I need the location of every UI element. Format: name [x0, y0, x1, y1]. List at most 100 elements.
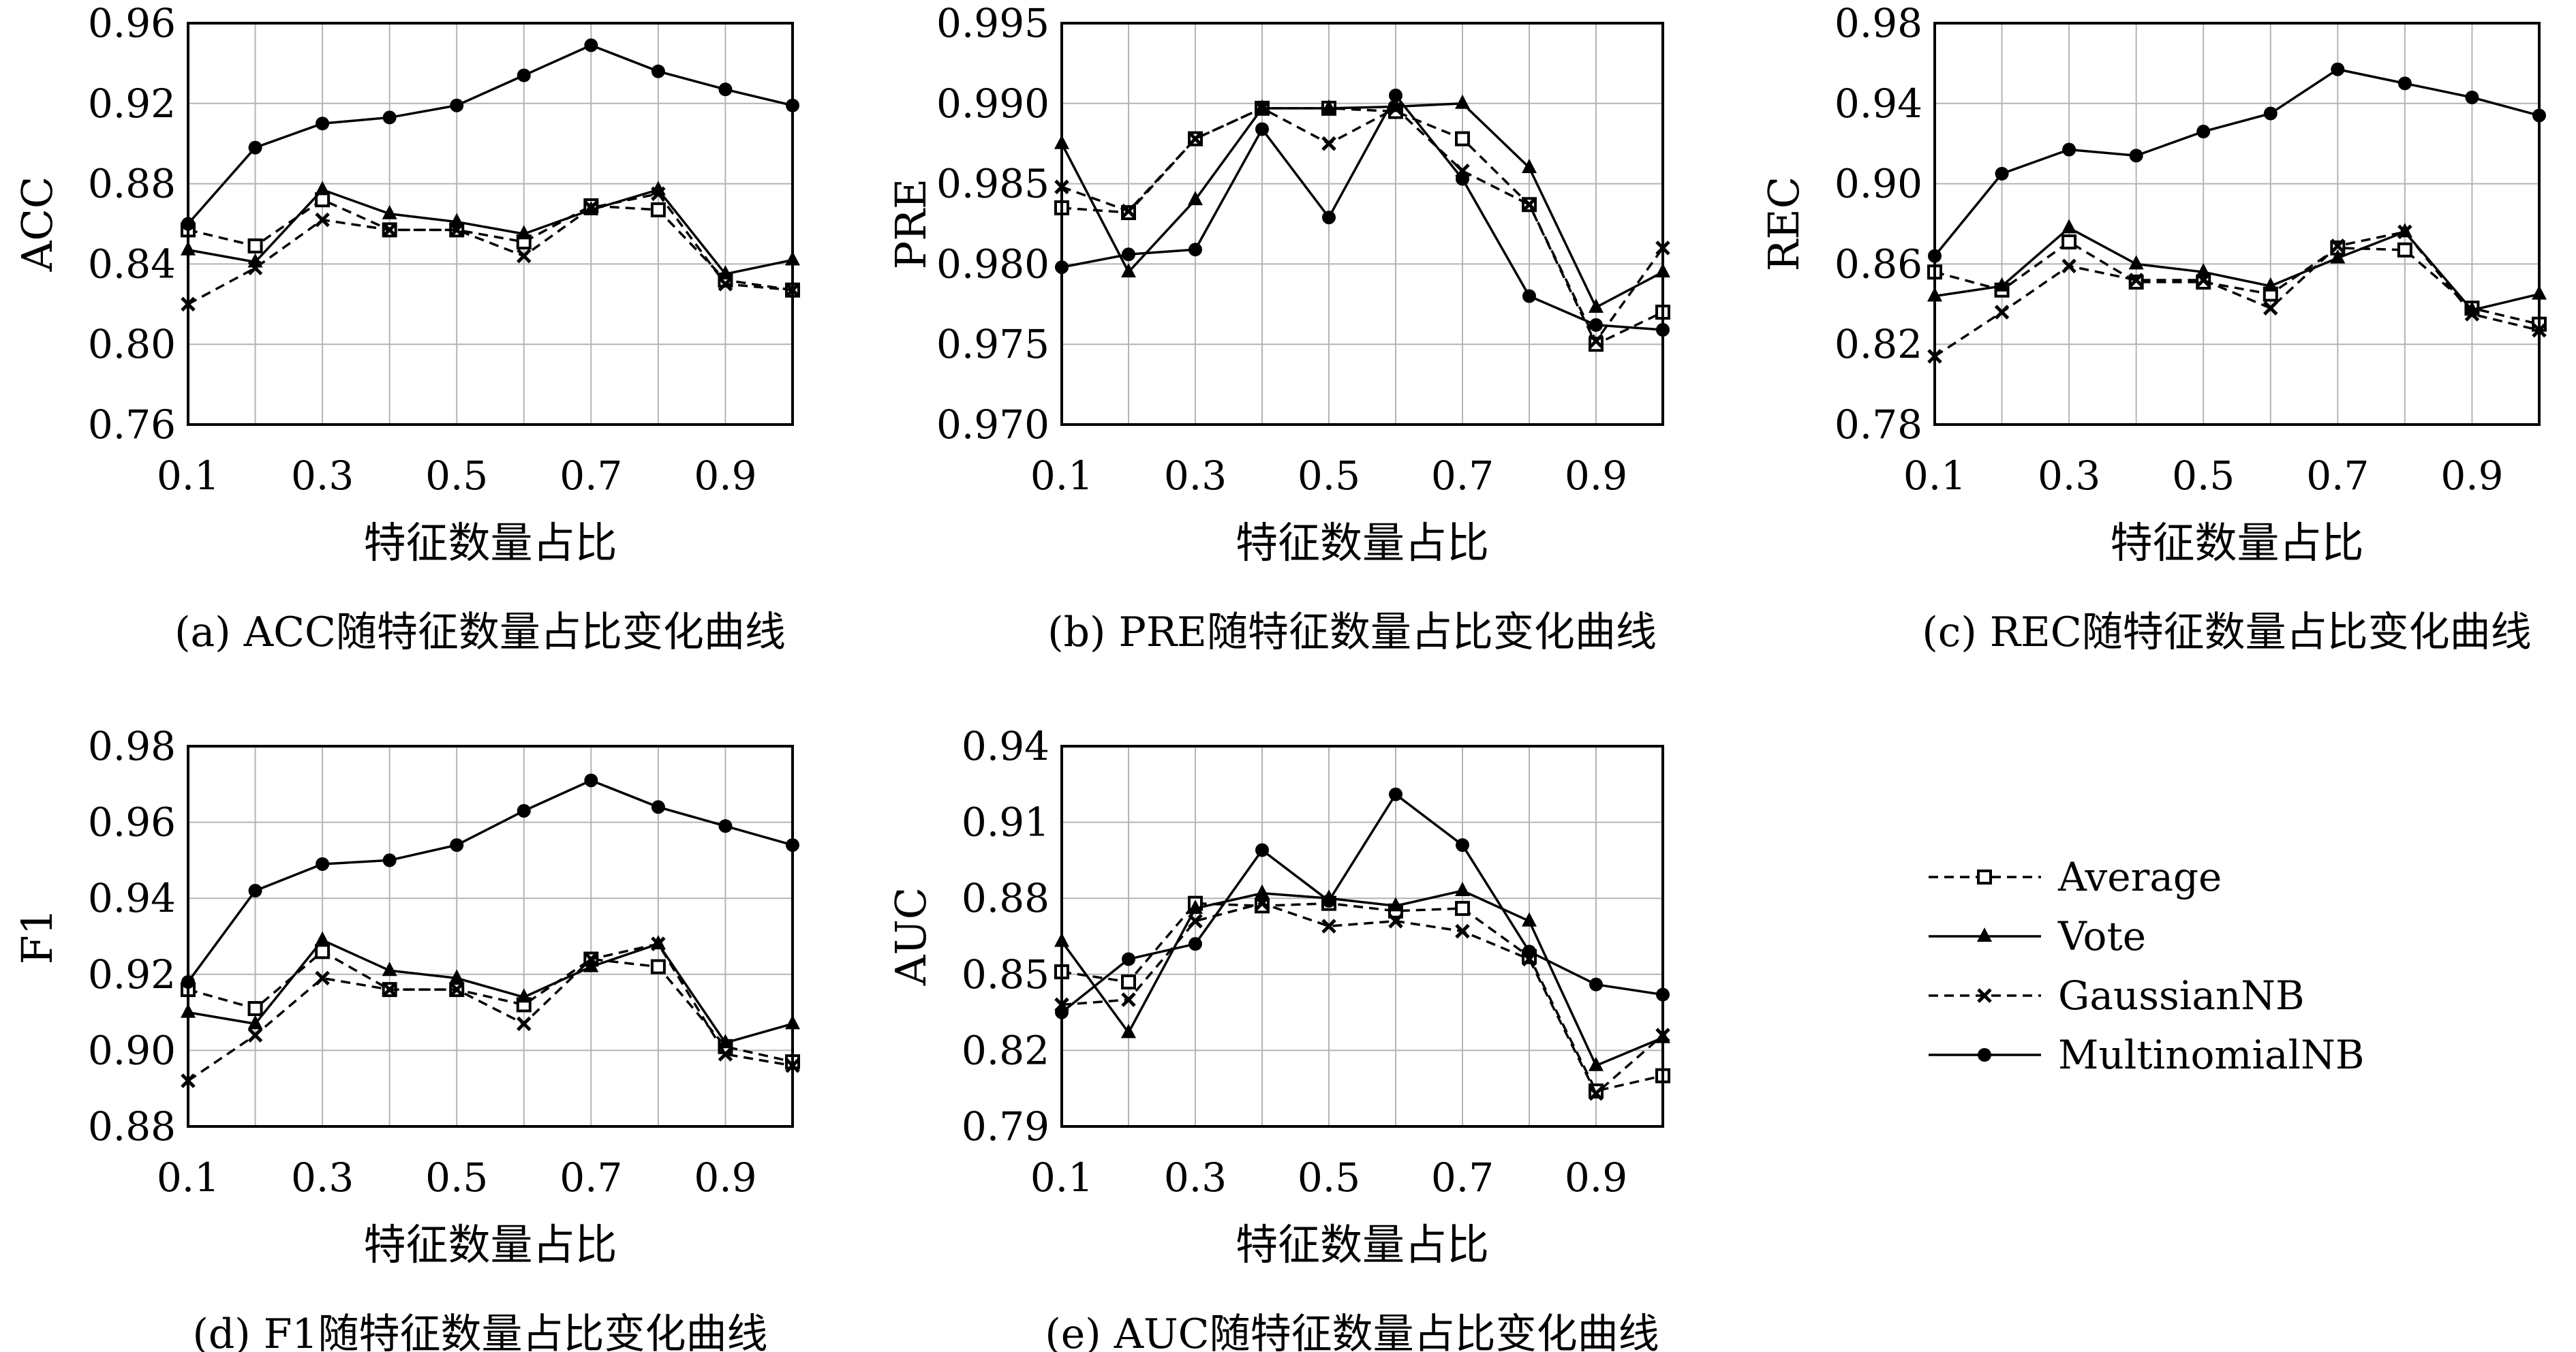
y-tick-label: 0.84: [88, 241, 176, 287]
data-point-gnb: [1188, 913, 1203, 929]
series-line-mnb: [1061, 93, 1663, 331]
data-point-vote: [516, 225, 532, 240]
x-tick-label: 0.5: [1298, 452, 1360, 499]
y-tick-label: 0.82: [1835, 321, 1922, 367]
y-tick-label: 0.94: [962, 723, 1049, 769]
x-axis-title: 特征数量占比: [1236, 518, 1489, 568]
data-point-vote: [1188, 191, 1203, 206]
data-point-gnb: [583, 951, 599, 967]
data-point-gnb: [1455, 923, 1470, 939]
x-tick-label: 0.9: [694, 1154, 756, 1201]
data-point-gnb: [1321, 136, 1336, 151]
series-line-mnb: [187, 44, 793, 225]
legend-marker: [1978, 1048, 1991, 1062]
y-tick-label: 0.88: [88, 1103, 176, 1150]
data-point-gnb: [2263, 301, 2278, 316]
legend-item-gnb: GaussianNB: [1929, 972, 2305, 1019]
y-tick-label: 0.94: [1835, 80, 1922, 127]
data-point-gnb: [315, 970, 330, 986]
chart-panel-2: 0.78 0.82 0.86 0.90 0.94 0.98 0.1 0.3 0.5 0.7 0.9 特…: [1759, 0, 2547, 656]
data-point-avg: [1121, 974, 1136, 989]
series-line-avg: [1061, 107, 1663, 346]
x-tick-label: 0.3: [1164, 452, 1227, 499]
y-tick-label: 0.94: [88, 875, 176, 921]
data-point-gnb: [2128, 273, 2144, 288]
legend-marker: [1977, 927, 1992, 942]
series-line-vote: [187, 938, 793, 1045]
series-line-vote: [1060, 889, 1663, 1067]
data-point-vote: [1589, 298, 1604, 313]
data-point-mnb: [517, 803, 531, 818]
data-point-mnb: [1322, 211, 1336, 225]
data-point-mnb: [1522, 944, 1536, 959]
data-point-gnb: [583, 200, 599, 215]
y-tick-label: 0.85: [962, 951, 1049, 998]
data-point-mnb: [584, 38, 598, 52]
data-point-gnb: [1388, 913, 1403, 929]
series-line-gnb: [1934, 230, 2540, 358]
data-point-gnb: [1994, 305, 2010, 320]
series-line-gnb: [1061, 902, 1664, 1096]
plot-frame: [1060, 745, 1664, 1128]
y-axis-title: PRE: [886, 179, 936, 270]
series-line-avg: [187, 198, 793, 292]
data-point-gnb: [1589, 1086, 1604, 1101]
data-point-gnb: [1589, 333, 1604, 349]
data-point-mnb: [2331, 62, 2345, 76]
series-line-gnb: [1061, 106, 1664, 343]
data-point-gnb: [517, 1016, 532, 1032]
data-point-gnb: [1255, 895, 1270, 911]
data-point-mnb: [517, 68, 531, 82]
data-point-gnb: [315, 212, 330, 228]
panel-caption: (a) ACC随特征数量占比变化曲线: [174, 609, 786, 656]
legend-label: Average: [2057, 854, 2222, 900]
data-point-vote: [1455, 882, 1470, 897]
y-tick-label: 0.96: [88, 0, 176, 46]
x-tick-label: 0.7: [559, 452, 622, 499]
x-axis-title: 特征数量占比: [363, 1220, 617, 1270]
y-tick-label: 0.980: [936, 241, 1049, 287]
legend-label: GaussianNB: [2058, 972, 2305, 1019]
series-line-avg: [1934, 240, 2540, 326]
data-point-gnb: [1321, 919, 1336, 934]
data-point-gnb: [449, 982, 464, 997]
data-point-avg: [247, 238, 263, 253]
data-point-vote: [1522, 912, 1537, 927]
x-tick-label: 0.7: [2306, 452, 2369, 499]
x-tick-label: 0.1: [157, 1154, 219, 1201]
series-line-vote: [187, 188, 793, 276]
data-point-vote: [2263, 277, 2278, 292]
y-axis-title: REC: [1759, 176, 1809, 271]
legend-marker: [1977, 870, 1992, 885]
y-tick-label: 0.98: [88, 723, 176, 769]
x-tick-label: 0.7: [559, 1154, 622, 1201]
data-point-mnb: [316, 857, 330, 871]
y-tick-label: 0.92: [88, 80, 176, 127]
y-tick-label: 0.86: [1835, 241, 1922, 287]
data-point-avg: [1455, 131, 1470, 147]
legend-marker: [1977, 988, 1992, 1003]
y-tick-label: 0.970: [936, 401, 1049, 448]
data-point-vote: [1121, 1024, 1136, 1039]
data-point-mnb: [2196, 125, 2211, 139]
data-point-mnb: [2129, 149, 2143, 163]
series-line-gnb: [187, 192, 793, 305]
y-tick-label: 0.90: [1835, 161, 1922, 207]
chart-panel-4: 0.79 0.82 0.85 0.88 0.91 0.94 0.1 0.3 0.5 0.7 0.9 特…: [886, 723, 1670, 1352]
x-axis-title: 特征数量占比: [2110, 518, 2363, 568]
y-tick-label: 0.80: [88, 321, 176, 367]
data-point-gnb: [449, 222, 464, 238]
data-point-gnb: [1121, 992, 1136, 1007]
data-point-vote: [315, 931, 331, 946]
data-point-gnb: [718, 277, 733, 292]
data-point-avg: [2397, 242, 2412, 258]
data-point-gnb: [1188, 131, 1203, 147]
series-line-vote: [1060, 102, 1663, 309]
data-point-vote: [1188, 900, 1203, 915]
grid: [1061, 22, 1663, 425]
y-axis-title: ACC: [12, 176, 62, 273]
data-point-mnb: [651, 64, 665, 78]
data-point-vote: [449, 969, 465, 984]
legend-item-mnb: MultinomialNB: [1929, 1032, 2364, 1078]
data-point-mnb: [1255, 843, 1269, 857]
